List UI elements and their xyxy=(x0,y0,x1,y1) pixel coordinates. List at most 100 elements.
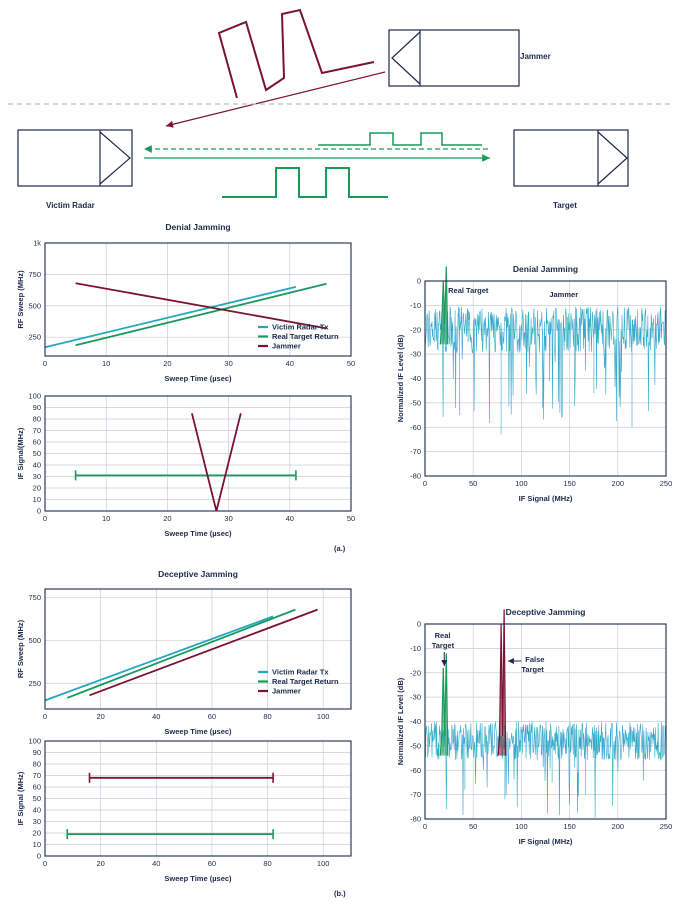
y-tick-label: -50 xyxy=(410,741,421,750)
y-tick-label: -10 xyxy=(410,644,421,653)
noise-floor-trace xyxy=(424,306,667,435)
x-tick-label: 20 xyxy=(163,514,171,523)
jammer-series-line xyxy=(89,608,318,697)
y-tick-label: -50 xyxy=(410,398,421,407)
y-tick-label: 100 xyxy=(28,392,41,401)
y-tick-label: -40 xyxy=(410,717,421,726)
annotation-false-target-line1: False xyxy=(525,655,544,664)
x-axis-label: Sweep Time (µsec) xyxy=(164,874,232,883)
x-tick-label: 0 xyxy=(43,712,47,721)
legend-label: Jammer xyxy=(272,342,301,351)
y-tick-label: 60 xyxy=(33,438,41,447)
y-tick-label: -80 xyxy=(410,815,421,824)
x-tick-label: 50 xyxy=(469,479,477,488)
denial-if-signal-chart: 0 10 20 30 40 50 0 10 20 30 40 50 60 70 80 90 100 Sweep T… xyxy=(16,392,355,539)
x-tick-label: 50 xyxy=(469,822,477,831)
y-tick-label: 80 xyxy=(33,760,41,769)
plot-frame xyxy=(44,588,352,710)
y-tick-label: 0 xyxy=(37,507,41,516)
y-tick-label: 20 xyxy=(33,829,41,838)
x-axis-label: IF Signal (MHz) xyxy=(519,837,573,846)
y-tick-label: 60 xyxy=(33,783,41,792)
y-tick-label: 50 xyxy=(33,449,41,458)
x-tick-label: 100 xyxy=(515,479,528,488)
real-target-peak xyxy=(439,266,449,345)
legend-label: Jammer xyxy=(272,687,301,696)
y-tick-label: 250 xyxy=(28,679,41,688)
annotation-false-target-line2: Target xyxy=(521,665,544,674)
deceptive-if-signal-chart: 0 20 40 60 80 100 0 10 20 30 40 50 60 70 80 90 100 Sweep … xyxy=(16,737,352,883)
panel-label-b: (b.) xyxy=(334,889,346,898)
plot-frame xyxy=(44,740,352,857)
y-tick-label: -20 xyxy=(410,668,421,677)
x-tick-label: 20 xyxy=(96,712,104,721)
y-tick-label: 70 xyxy=(33,771,41,780)
deceptive-spectrum-chart: 0 50 100 150 200 250 0 -10 -20 -30 -40 -50 -60 -70 -80… xyxy=(396,607,672,846)
target-label: Target xyxy=(553,201,577,210)
plot-frame xyxy=(424,623,667,820)
real-target-peak xyxy=(439,653,449,756)
y-tick-label: 750 xyxy=(28,270,41,279)
y-tick-label: -40 xyxy=(410,374,421,383)
target-box xyxy=(513,129,629,187)
victim-radar-tx-series-line xyxy=(44,286,297,349)
plot-frame xyxy=(44,242,352,357)
victim-radar-label: Victim Radar xyxy=(46,201,95,210)
x-tick-label: 40 xyxy=(152,712,160,721)
x-tick-label: 60 xyxy=(208,712,216,721)
y-axis-label: Normalized IF Level (dB) xyxy=(396,334,405,422)
y-tick-label: 30 xyxy=(33,817,41,826)
x-tick-label: 150 xyxy=(563,822,576,831)
y-tick-label: 50 xyxy=(33,794,41,803)
real-target-return-series-line xyxy=(66,608,296,699)
x-tick-label: 10 xyxy=(102,514,110,523)
y-tick-label: 80 xyxy=(33,415,41,424)
y-tick-label: -70 xyxy=(410,447,421,456)
jamming-diagram: Jammer Victim Radar Target xyxy=(8,8,672,210)
victim-radar-tx-series-line xyxy=(44,615,274,702)
x-tick-label: 50 xyxy=(347,359,355,368)
legend-label: Victim Radar Tx xyxy=(272,323,329,332)
noise-floor-trace xyxy=(424,721,667,818)
x-tick-label: 0 xyxy=(423,822,427,831)
denial-rf-sweep-chart: 0 10 20 30 40 50 250 500 750 1k Sweep Time (µsec) R… xyxy=(16,222,355,383)
x-tick-label: 50 xyxy=(347,514,355,523)
x-tick-label: 20 xyxy=(96,859,104,868)
x-tick-label: 150 xyxy=(563,479,576,488)
y-tick-label: 10 xyxy=(33,495,41,504)
y-tick-label: 20 xyxy=(33,484,41,493)
plot-frame xyxy=(424,280,667,477)
x-tick-label: 80 xyxy=(263,712,271,721)
x-tick-label: 250 xyxy=(660,479,673,488)
jammer-signal-arrow xyxy=(165,71,386,128)
jammer-series-line xyxy=(191,413,242,512)
chart-title: Deceptive Jamming xyxy=(158,569,238,579)
y-tick-label: -10 xyxy=(410,301,421,310)
chart-title: Denial Jamming xyxy=(165,222,230,232)
x-axis-label: Sweep Time (µsec) xyxy=(164,529,232,538)
annotation-jammer: Jammer xyxy=(549,290,578,299)
annotation-real-target: Real Target xyxy=(448,286,489,295)
denial-spectrum-chart: 0 50 100 150 200 250 0 -10 -20 -30 -40 -50 -60 -70 -80… xyxy=(396,264,672,503)
jammer-series-line xyxy=(75,282,327,330)
y-tick-label: 0 xyxy=(37,852,41,861)
x-tick-label: 0 xyxy=(43,359,47,368)
y-tick-label: 70 xyxy=(33,426,41,435)
y-tick-label: 1k xyxy=(33,239,41,248)
x-axis-label: IF Signal (MHz) xyxy=(519,494,573,503)
y-axis-label: RF Sweep (MHz) xyxy=(16,270,25,329)
y-tick-label: -60 xyxy=(410,423,421,432)
chart-title: Deceptive Jamming xyxy=(506,607,586,617)
x-tick-label: 0 xyxy=(43,514,47,523)
y-axis-label: RF Sweep (MHz) xyxy=(16,619,25,678)
legend-label: Victim Radar Tx xyxy=(272,668,329,677)
annotation-real-target-line1: Real xyxy=(435,631,451,640)
y-tick-label: 10 xyxy=(33,840,41,849)
false-target-peak xyxy=(497,609,507,756)
x-tick-label: 200 xyxy=(612,479,625,488)
y-tick-label: 40 xyxy=(33,806,41,815)
x-axis-label: Sweep Time (µsec) xyxy=(164,727,232,736)
jammer-pulse-waveform xyxy=(217,8,375,99)
y-tick-label: 0 xyxy=(417,620,421,629)
